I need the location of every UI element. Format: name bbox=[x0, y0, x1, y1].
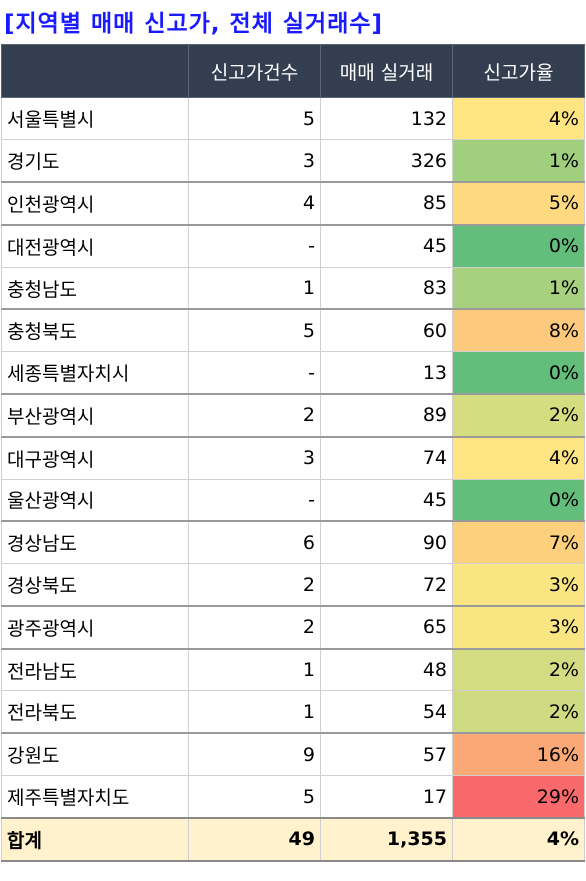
region-cell: 대구광역시 bbox=[1, 435, 189, 480]
value-cell: 90 bbox=[320, 520, 453, 565]
region-cell: 서울특별시 bbox=[1, 96, 189, 141]
value-cell: 72 bbox=[320, 563, 453, 607]
value-cell: 29% bbox=[452, 775, 585, 819]
value-cell: 1% bbox=[452, 139, 585, 183]
value-cell: 89 bbox=[320, 393, 453, 438]
value-cell: 74 bbox=[320, 435, 453, 480]
value-cell: 0% bbox=[452, 223, 585, 268]
table: 신고가건수 매매 실거래 신고가율 서울특별시 5 132 4% 경기도 3 326 1% 인천광역시… bbox=[1, 44, 585, 862]
header-cell: 신고가율 bbox=[452, 44, 585, 98]
value-cell: 326 bbox=[320, 139, 453, 183]
region-cell: 광주광역시 bbox=[1, 605, 189, 650]
row: 전라남도 1 48 2% bbox=[1, 647, 585, 692]
row: 경상북도 2 72 3% bbox=[1, 563, 585, 607]
value-cell: 4% bbox=[452, 435, 585, 480]
value-cell: 45 bbox=[320, 223, 453, 268]
row: 제주특별자치도 5 17 29% bbox=[1, 775, 585, 819]
row: 서울특별시 5 132 4% bbox=[1, 96, 585, 141]
row: 부산광역시 2 89 2% bbox=[1, 393, 585, 438]
value-cell: 2 bbox=[188, 605, 321, 650]
value-cell: 3 bbox=[188, 435, 321, 480]
value-cell: 4% bbox=[452, 96, 585, 141]
value-cell: - bbox=[188, 351, 321, 395]
region-cell: 경상북도 bbox=[1, 563, 189, 607]
title: [지역별 매매 신고가, 전체 실거래수] bbox=[4, 11, 384, 37]
value-cell: 0% bbox=[452, 351, 585, 395]
value-cell: 83 bbox=[320, 266, 453, 310]
value-cell: 1% bbox=[452, 266, 585, 310]
value-cell: 65 bbox=[320, 605, 453, 650]
region-cell: 대전광역시 bbox=[1, 223, 189, 268]
value-cell: 54 bbox=[320, 690, 453, 734]
value-cell: 60 bbox=[320, 308, 453, 353]
total-cell: 1,355 bbox=[320, 817, 453, 862]
value-cell: - bbox=[188, 223, 321, 268]
table-body: 신고가건수 매매 실거래 신고가율 서울특별시 5 132 4% 경기도 3 326 1% 인천광역시… bbox=[1, 44, 585, 862]
header-cell bbox=[1, 44, 189, 98]
value-cell: 5 bbox=[188, 96, 321, 141]
value-cell: 2 bbox=[188, 563, 321, 607]
value-cell: 2% bbox=[452, 690, 585, 734]
total-cell: 49 bbox=[188, 817, 321, 862]
value-cell: 16% bbox=[452, 732, 585, 777]
total-row: 합계 49 1,355 4% bbox=[1, 817, 585, 862]
region-cell: 세종특별자치시 bbox=[1, 351, 189, 395]
value-cell: 17 bbox=[320, 775, 453, 819]
value-cell: 0% bbox=[452, 478, 585, 522]
value-cell: 5% bbox=[452, 181, 585, 226]
row: 인천광역시 4 85 5% bbox=[1, 181, 585, 226]
region-cell: 울산광역시 bbox=[1, 478, 189, 522]
value-cell: 132 bbox=[320, 96, 453, 141]
value-cell: 2% bbox=[452, 393, 585, 438]
region-cell: 전라북도 bbox=[1, 690, 189, 734]
total-cell: 4% bbox=[452, 817, 585, 862]
total-cell: 합계 bbox=[1, 817, 189, 862]
region-cell: 충청남도 bbox=[1, 266, 189, 310]
value-cell: 5 bbox=[188, 775, 321, 819]
row: 충청북도 5 60 8% bbox=[1, 308, 585, 353]
value-cell: 8% bbox=[452, 308, 585, 353]
value-cell: 9 bbox=[188, 732, 321, 777]
region-cell: 부산광역시 bbox=[1, 393, 189, 438]
region-cell: 경기도 bbox=[1, 139, 189, 183]
value-cell: 5 bbox=[188, 308, 321, 353]
value-cell: 1 bbox=[188, 647, 321, 692]
value-cell: 2 bbox=[188, 393, 321, 438]
value-cell: 3% bbox=[452, 605, 585, 650]
value-cell: 2% bbox=[452, 647, 585, 692]
header-cell: 신고가건수 bbox=[188, 44, 321, 98]
region-cell: 제주특별자치도 bbox=[1, 775, 189, 819]
value-cell: 7% bbox=[452, 520, 585, 565]
value-cell: 4 bbox=[188, 181, 321, 226]
region-cell: 경상남도 bbox=[1, 520, 189, 565]
header-row: 신고가건수 매매 실거래 신고가율 bbox=[1, 44, 585, 98]
row: 경상남도 6 90 7% bbox=[1, 520, 585, 565]
value-cell: 1 bbox=[188, 690, 321, 734]
value-cell: 1 bbox=[188, 266, 321, 310]
value-cell: - bbox=[188, 478, 321, 522]
row: 경기도 3 326 1% bbox=[1, 139, 585, 183]
region-cell: 충청북도 bbox=[1, 308, 189, 353]
row: 세종특별자치시 -13 0% bbox=[1, 351, 585, 395]
value-cell: 3% bbox=[452, 563, 585, 607]
row: 대구광역시 3 74 4% bbox=[1, 435, 585, 480]
value-cell: 85 bbox=[320, 181, 453, 226]
region-cell: 전라남도 bbox=[1, 647, 189, 692]
row: 광주광역시 2 65 3% bbox=[1, 605, 585, 650]
value-cell: 3 bbox=[188, 139, 321, 183]
row: 울산광역시 -45 0% bbox=[1, 478, 585, 522]
region-cell: 강원도 bbox=[1, 732, 189, 777]
value-cell: 57 bbox=[320, 732, 453, 777]
row: 강원도 9 57 16% bbox=[1, 732, 585, 777]
value-cell: 45 bbox=[320, 478, 453, 522]
header-cell: 매매 실거래 bbox=[320, 44, 453, 98]
row: 충청남도 1 83 1% bbox=[1, 266, 585, 310]
row: 대전광역시 -45 0% bbox=[1, 223, 585, 268]
value-cell: 48 bbox=[320, 647, 453, 692]
row: 전라북도 1 54 2% bbox=[1, 690, 585, 734]
region-cell: 인천광역시 bbox=[1, 181, 189, 226]
value-cell: 13 bbox=[320, 351, 453, 395]
value-cell: 6 bbox=[188, 520, 321, 565]
